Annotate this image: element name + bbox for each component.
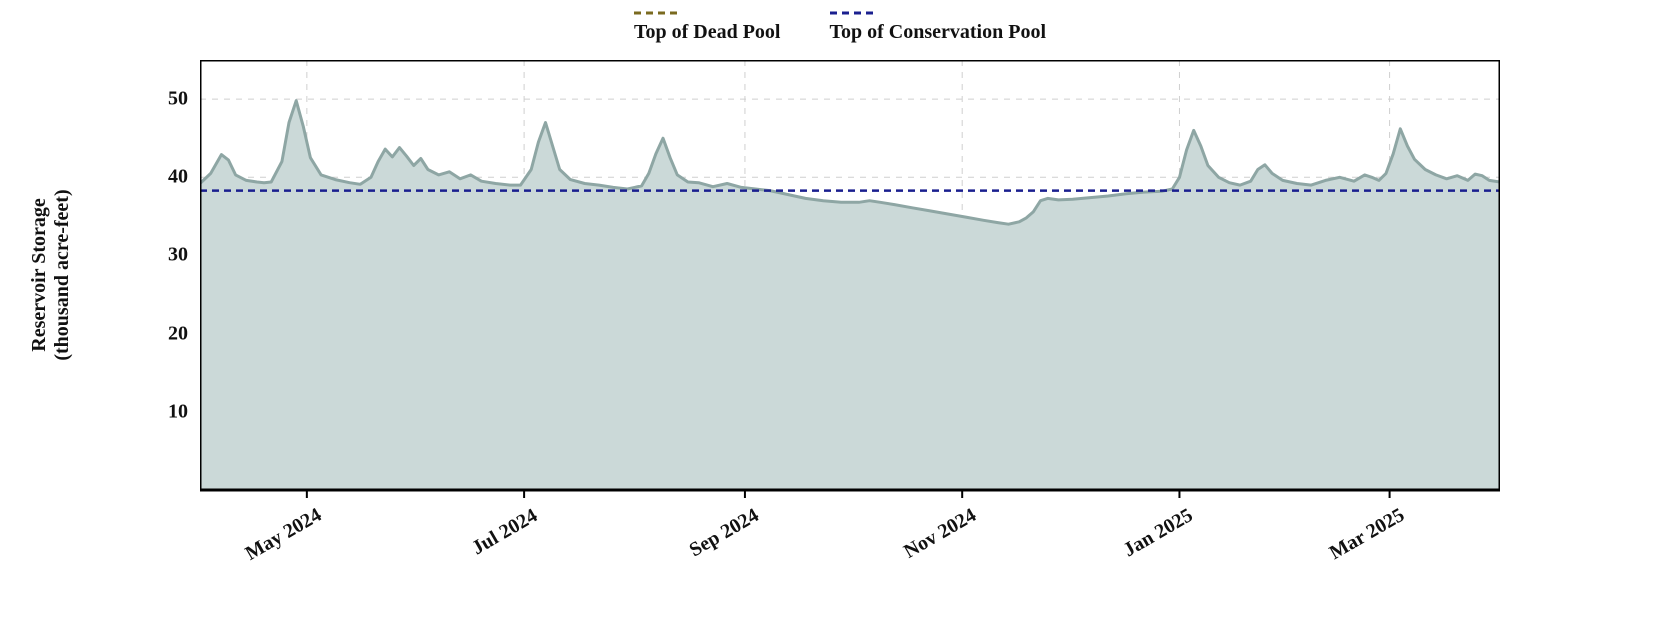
legend-label-deadpool: Top of Dead Pool xyxy=(634,21,781,43)
legend-item-conservation: Top of Conservation Pool xyxy=(830,6,1047,44)
x-tick-label: Sep 2024 xyxy=(686,504,763,562)
y-axis-title-line1: Reservoir Storage xyxy=(28,198,50,351)
x-tick-label: Nov 2024 xyxy=(900,504,980,564)
legend-swatch-conservation xyxy=(830,6,874,20)
y-tick-label: 40 xyxy=(128,166,188,189)
plot-svg xyxy=(200,60,1500,500)
legend: Top of Dead Pool Top of Conservation Poo… xyxy=(0,6,1680,44)
legend-swatch-deadpool xyxy=(634,6,678,20)
plot-area xyxy=(200,60,1500,490)
y-tick-label: 50 xyxy=(128,88,188,111)
x-tick-label: Mar 2025 xyxy=(1325,504,1408,565)
y-tick-label: 10 xyxy=(128,400,188,423)
legend-label-conservation: Top of Conservation Pool xyxy=(830,21,1047,43)
storage-area-fill xyxy=(200,101,1500,490)
x-tick-label: May 2024 xyxy=(241,504,325,566)
y-axis-title: Reservoir Storage (thousand acre-feet) xyxy=(28,60,88,490)
legend-item-deadpool: Top of Dead Pool xyxy=(634,6,781,44)
x-tick-label: Jul 2024 xyxy=(468,504,542,560)
y-axis-title-line2: (thousand acre-feet) xyxy=(51,60,74,490)
chart-container: Top of Dead Pool Top of Conservation Poo… xyxy=(0,0,1680,630)
y-tick-label: 20 xyxy=(128,322,188,345)
y-tick-label: 30 xyxy=(128,244,188,267)
x-tick-label: Jan 2025 xyxy=(1120,504,1197,562)
